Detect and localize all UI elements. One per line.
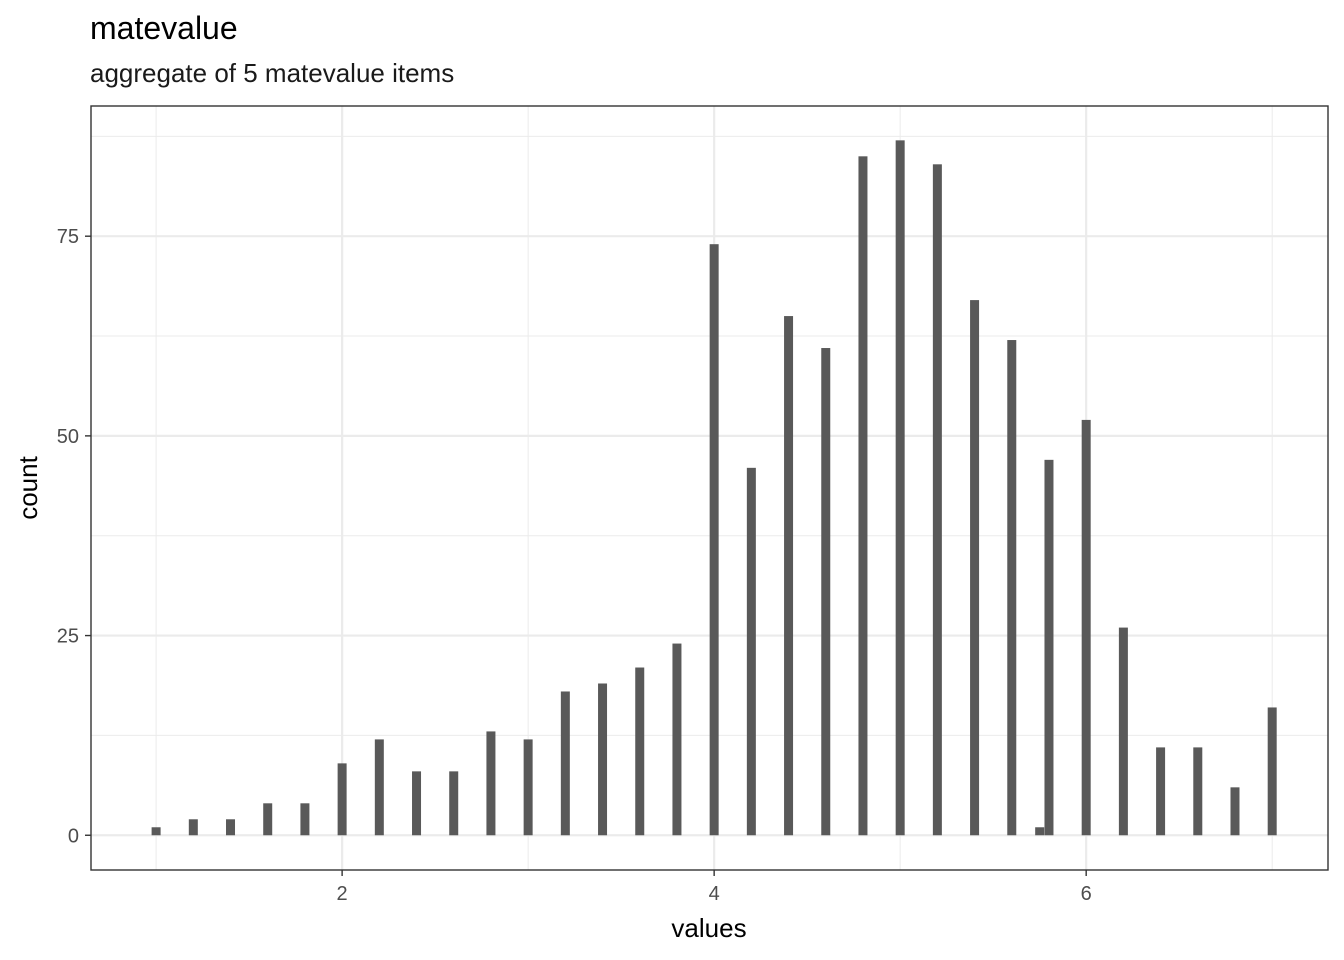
histogram-bar: [821, 348, 831, 836]
x-tick-label: 4: [709, 883, 720, 905]
histogram-bar: [784, 316, 794, 836]
x-tick-label: 6: [1081, 883, 1092, 905]
histogram-bar: [858, 156, 868, 836]
axis-ticks: 2 4 6 0 25 50 75: [57, 226, 1092, 905]
histogram-bar: [1230, 787, 1240, 836]
histogram-bar: [672, 643, 682, 836]
histogram-bar: [486, 731, 496, 836]
histogram-bar: [598, 683, 608, 836]
panel-border: [90, 105, 1329, 871]
chart-title: matevalue: [90, 10, 238, 46]
histogram-bar: [635, 667, 645, 836]
histogram-bar: [449, 771, 459, 836]
x-tick-label: 2: [337, 883, 348, 905]
grid: [91, 106, 1328, 870]
histogram-bar: [263, 803, 273, 836]
chart-subtitle: aggregate of 5 matevalue items: [90, 58, 455, 88]
histogram-bar: [1156, 747, 1166, 836]
bars: [151, 140, 1277, 836]
x-axis-title: values: [671, 913, 746, 943]
panel-background: [91, 106, 1328, 870]
histogram-bar: [560, 691, 570, 836]
histogram-bar: [412, 771, 422, 836]
histogram-bar: [895, 140, 905, 836]
histogram-bar: [523, 739, 533, 836]
histogram-bar: [1081, 419, 1091, 836]
histogram-bar: [746, 467, 756, 836]
histogram-bar: [188, 819, 198, 836]
histogram-bar: [300, 803, 310, 836]
histogram-bar: [1118, 627, 1128, 836]
y-tick-label: 75: [57, 226, 79, 248]
histogram-bar: [932, 164, 942, 836]
y-tick-label: 25: [57, 626, 79, 648]
histogram-bar: [1193, 747, 1203, 836]
y-axis-title: count: [13, 455, 43, 519]
histogram-bar: [1035, 827, 1045, 836]
histogram-bar: [337, 763, 347, 836]
histogram-bar: [970, 300, 980, 836]
histogram-bar: [151, 827, 161, 836]
histogram-bar: [709, 244, 719, 836]
histogram-bar: [226, 819, 236, 836]
histogram-bar: [374, 739, 384, 836]
y-tick-label: 50: [57, 426, 79, 448]
histogram-bar: [1044, 459, 1054, 836]
y-tick-label: 0: [68, 825, 79, 847]
histogram-bar: [1267, 707, 1277, 836]
histogram-bar: [1007, 340, 1017, 836]
